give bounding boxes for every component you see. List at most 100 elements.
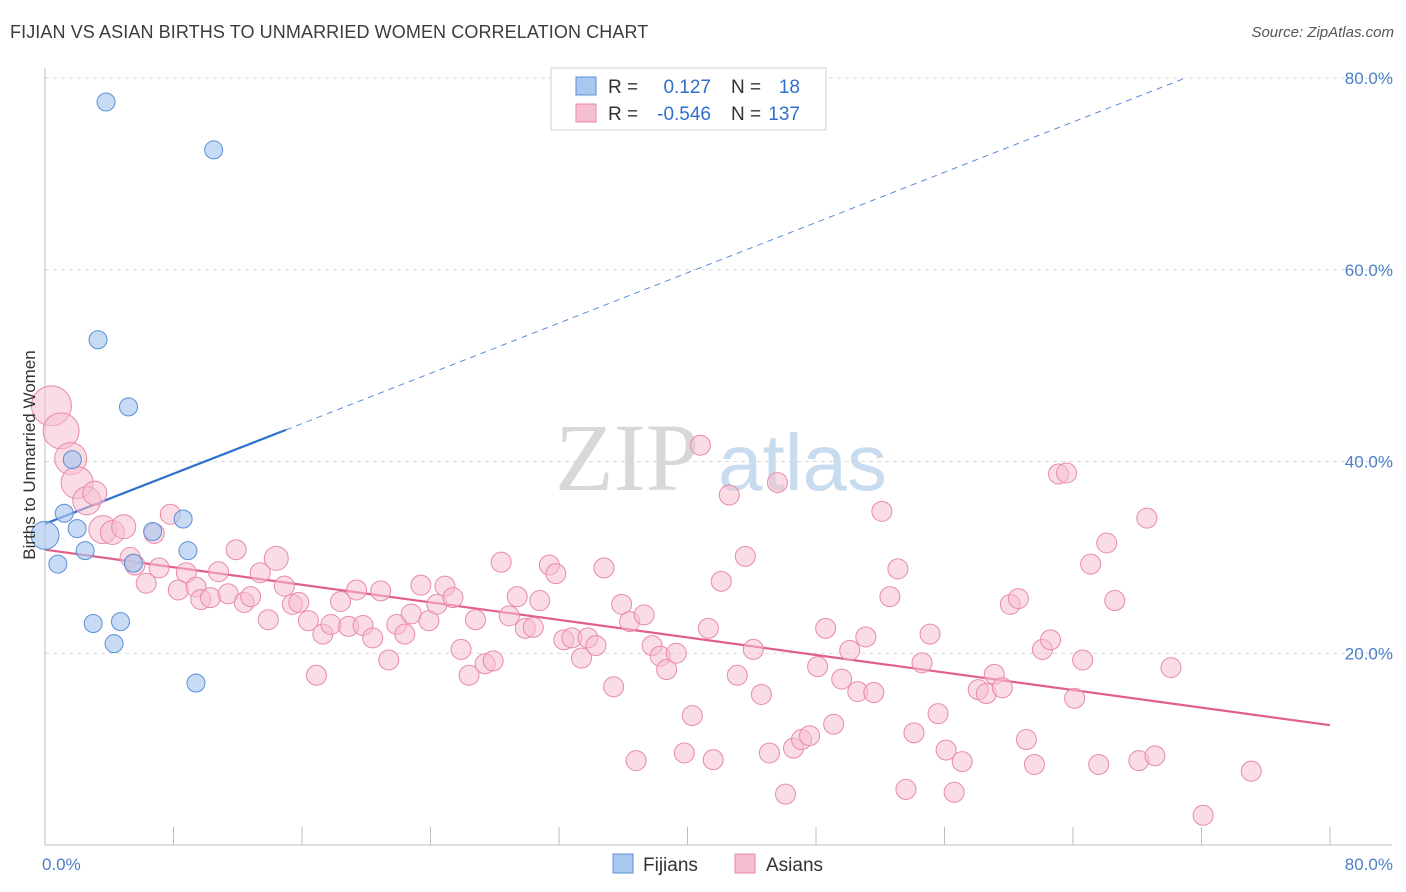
fijian-point <box>104 634 124 654</box>
fijian-point <box>178 541 198 561</box>
legend-n-label: N = <box>731 104 761 125</box>
asian-point <box>633 604 655 626</box>
asian-point <box>702 749 724 771</box>
asian-point <box>774 783 796 805</box>
asian-point <box>726 664 748 686</box>
asian-point <box>887 558 909 580</box>
asian-point <box>611 593 633 615</box>
fijian-point <box>75 541 95 561</box>
legend-label-fijians: Fijians <box>643 855 698 876</box>
watermark: ZIP atlas <box>555 404 887 511</box>
asian-point <box>895 778 917 800</box>
asian-point <box>799 725 821 747</box>
asian-point <box>199 587 221 609</box>
asian-point <box>742 638 764 660</box>
asian-point <box>734 545 756 567</box>
asian-point <box>1088 753 1110 775</box>
asian-point <box>1192 804 1214 826</box>
asian-point <box>320 613 342 635</box>
fijian-point <box>88 330 108 350</box>
asian-point <box>240 586 262 608</box>
asian-point <box>991 677 1013 699</box>
legend-n-label: N = <box>731 77 761 98</box>
asian-point <box>689 434 711 456</box>
y-tick-label: 20.0% <box>1345 644 1393 663</box>
asian-point <box>1144 745 1166 767</box>
asian-point <box>400 603 422 625</box>
legend-swatch-asians <box>734 853 756 874</box>
asian-point <box>498 605 520 627</box>
grid-layer <box>45 77 1392 654</box>
asian-point <box>1056 462 1078 484</box>
asian-point <box>625 750 647 772</box>
asian-point <box>225 539 247 561</box>
asian-point <box>297 610 319 632</box>
asian-point <box>450 638 472 660</box>
y-tick-label: 80.0% <box>1345 69 1393 88</box>
asian-point <box>442 587 464 609</box>
asian-point <box>766 472 788 494</box>
asian-point <box>919 623 941 645</box>
asian-point <box>370 580 392 602</box>
asian-point <box>585 635 607 657</box>
asian-points-layer <box>30 385 1262 826</box>
fijian-point <box>110 612 130 632</box>
fijian-point <box>48 554 68 574</box>
asian-point <box>410 574 432 596</box>
asian-trendline <box>44 548 1331 727</box>
fijian-point <box>186 673 206 693</box>
asian-point <box>943 781 965 803</box>
correlation-legend: R = 0.127 N = 18 R = -0.546 N = 137 <box>550 67 827 131</box>
asian-point <box>545 563 567 585</box>
asian-point <box>1040 629 1062 651</box>
asian-point <box>593 557 615 579</box>
asian-point <box>871 500 893 522</box>
asian-point <box>394 623 416 645</box>
asian-point <box>111 514 137 540</box>
y-tick-label: 60.0% <box>1345 261 1393 280</box>
asian-point <box>911 652 933 674</box>
x-tick-label: 80.0% <box>1345 855 1393 874</box>
asian-point <box>807 656 829 678</box>
asian-point <box>1064 687 1086 709</box>
asian-point <box>1104 590 1126 612</box>
fijian-point <box>54 503 74 523</box>
asian-point <box>464 609 486 631</box>
chart-title: FIJIAN VS ASIAN BIRTHS TO UNMARRIED WOME… <box>10 22 649 42</box>
asian-point <box>927 703 949 725</box>
fijian-point <box>123 553 143 573</box>
tick-labels-layer: 20.0% 40.0% 60.0% 80.0% 0.0% 80.0% <box>42 69 1393 874</box>
legend-swatch-fijian <box>575 76 597 96</box>
asian-point <box>135 572 157 594</box>
asian-point <box>1240 760 1262 782</box>
fijian-trendline-extension <box>285 77 1186 431</box>
y-axis-label: Births to Unmarried Women <box>20 350 39 559</box>
asian-point <box>522 616 544 638</box>
fijian-point <box>204 140 224 160</box>
asian-point <box>207 561 229 583</box>
legend-swatch-fijians <box>612 853 634 874</box>
asian-point <box>758 742 780 764</box>
asian-point <box>903 722 925 744</box>
asian-point <box>673 742 695 764</box>
legend-n-value-fijian: 18 <box>779 77 800 98</box>
fijian-points-layer <box>30 92 224 693</box>
asian-point <box>750 683 772 705</box>
asian-point <box>718 484 740 506</box>
legend-r-label: R = <box>608 77 638 98</box>
asian-point <box>529 590 551 612</box>
asian-point <box>951 751 973 773</box>
fijian-point <box>67 519 87 539</box>
asian-point <box>257 609 279 631</box>
asian-point <box>1096 532 1118 554</box>
asian-point <box>148 557 170 579</box>
asian-point <box>273 575 295 597</box>
trendlines-layer <box>44 77 1331 727</box>
asian-point <box>490 551 512 573</box>
fijian-point <box>30 520 60 550</box>
asian-point <box>935 739 957 761</box>
asian-point <box>1136 507 1158 529</box>
y-tick-label: 40.0% <box>1345 453 1393 472</box>
asian-point <box>1007 588 1029 610</box>
